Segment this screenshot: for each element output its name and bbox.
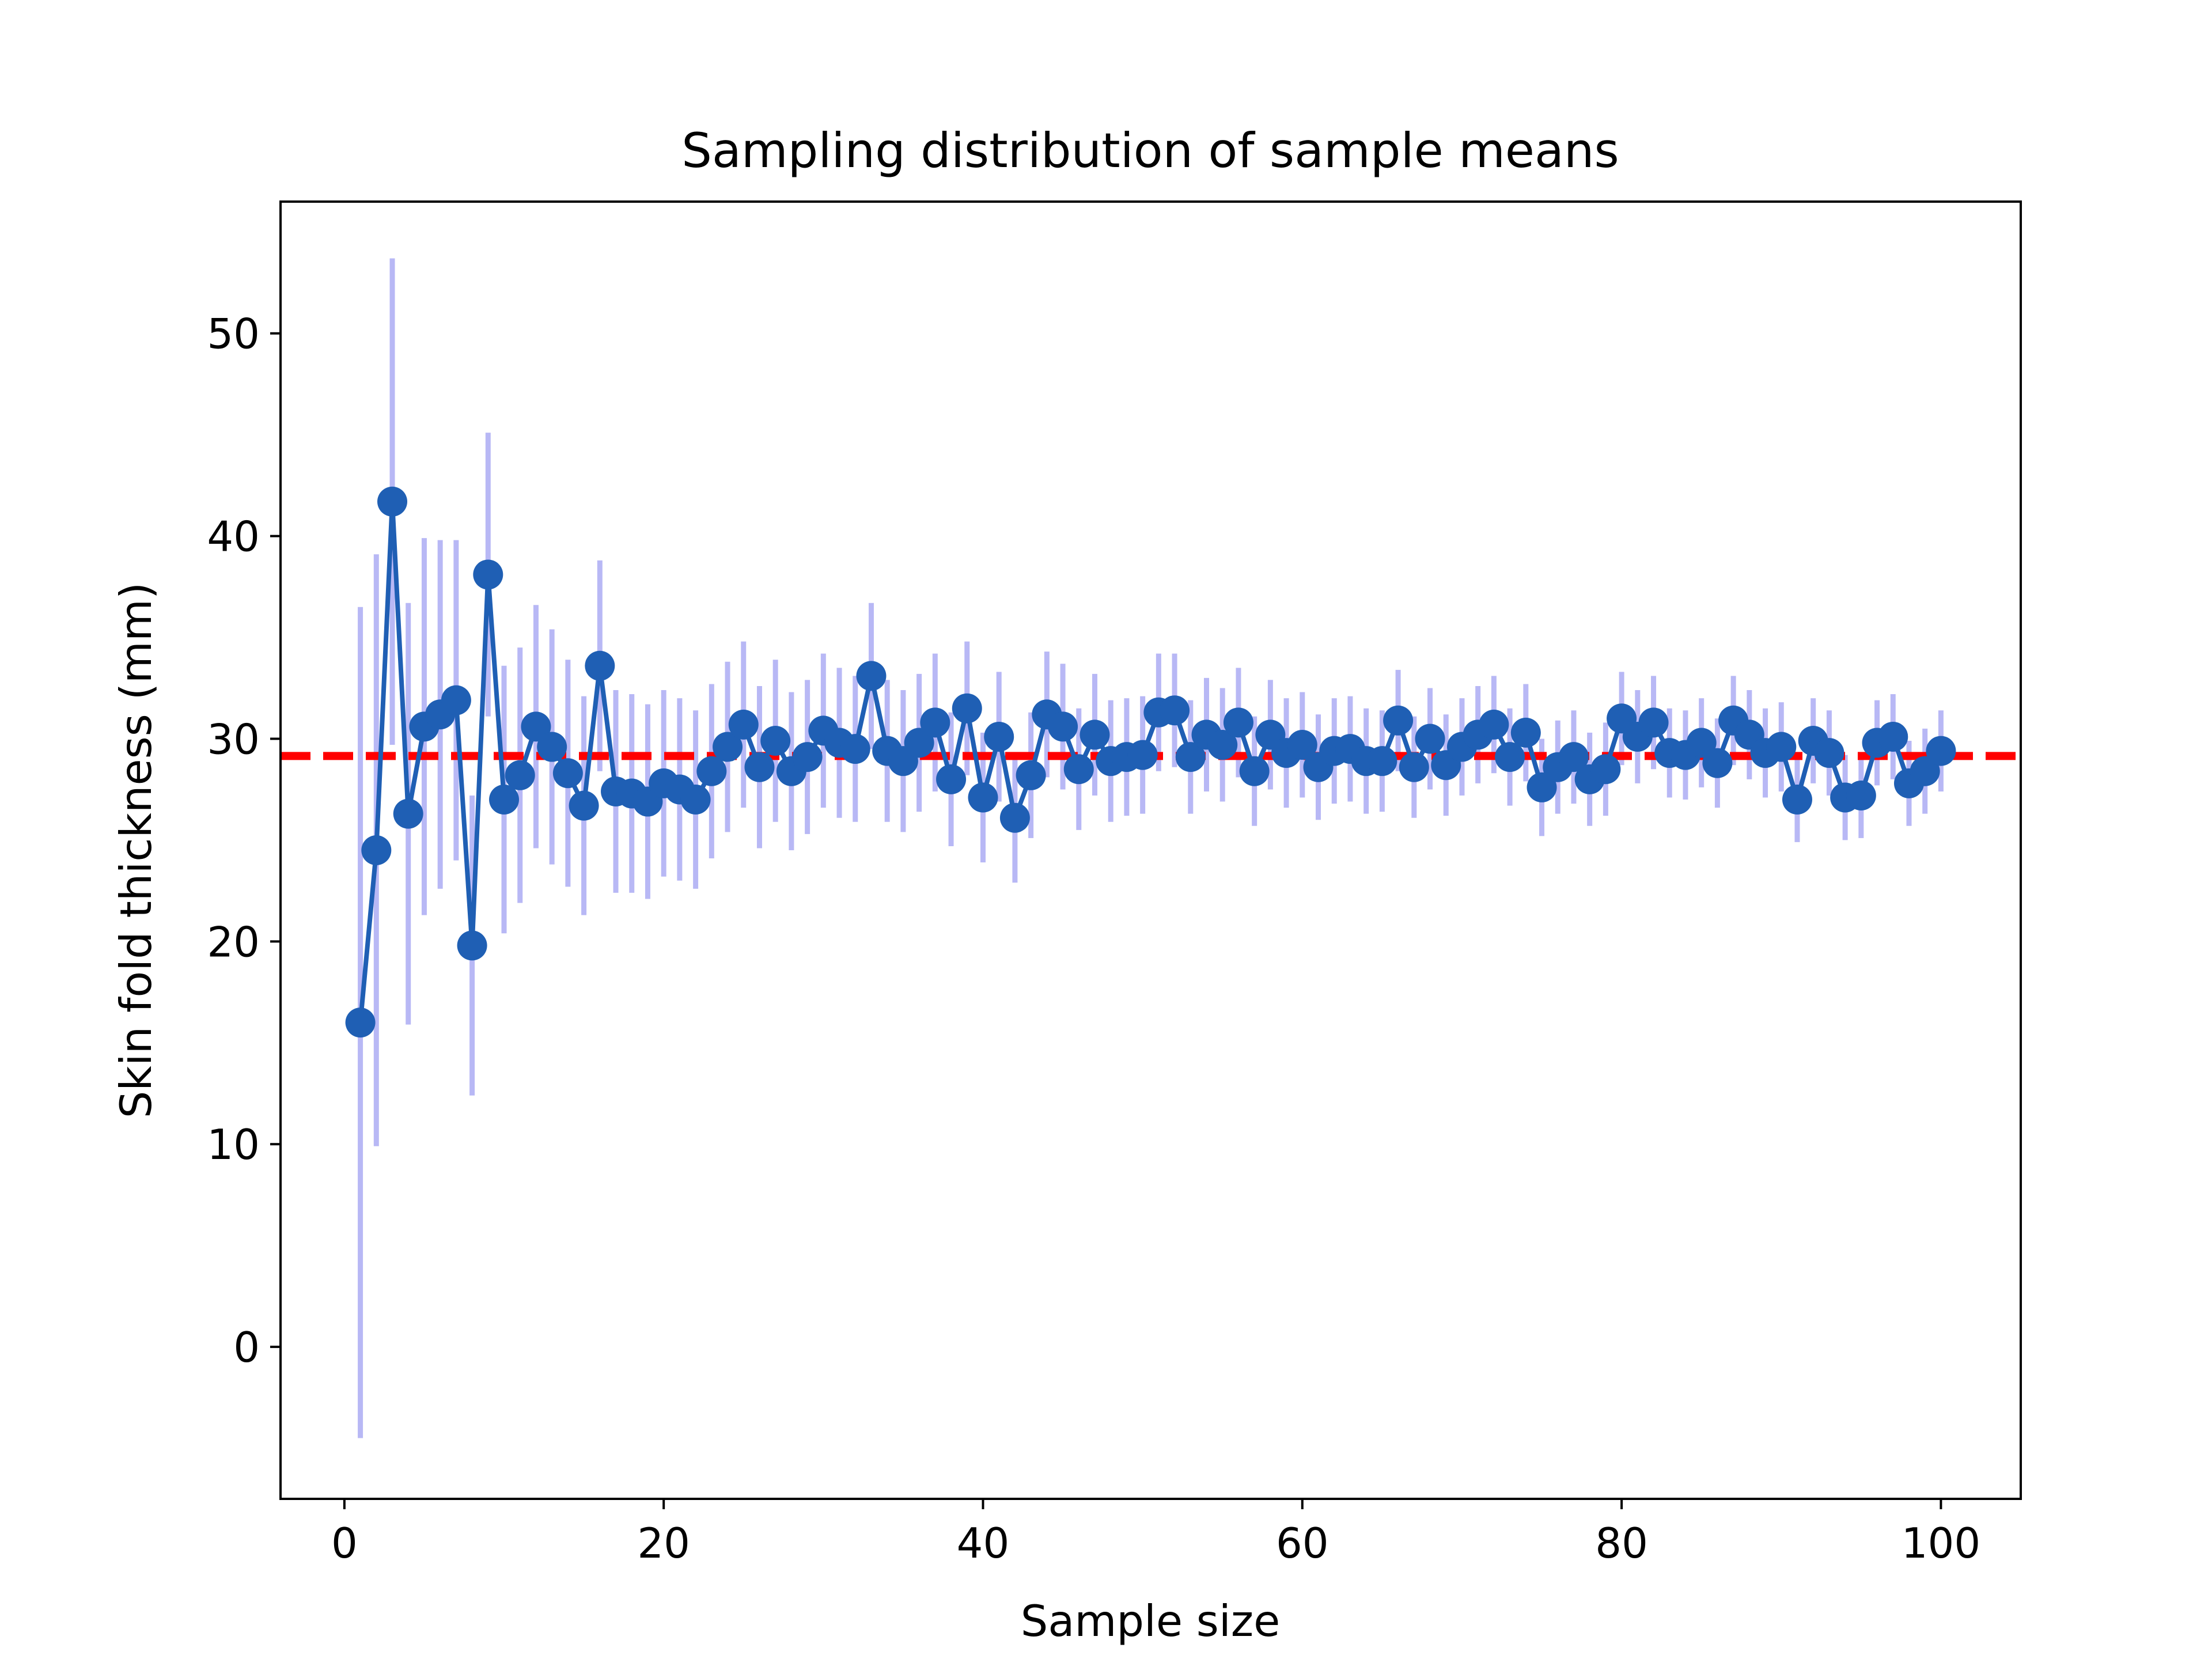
x-axis-label: Sample size xyxy=(1021,1596,1280,1646)
data-point xyxy=(952,693,982,724)
data-point xyxy=(441,685,471,715)
data-point xyxy=(505,760,535,790)
data-point xyxy=(680,785,711,815)
data-point xyxy=(1048,711,1078,742)
data-point xyxy=(1782,785,1812,815)
data-point xyxy=(1080,719,1110,750)
data-point xyxy=(1287,730,1317,760)
data-point xyxy=(1479,709,1509,740)
data-point xyxy=(1367,746,1397,777)
data-point xyxy=(1910,756,1940,786)
data-point xyxy=(345,1007,376,1038)
y-tick-label: 20 xyxy=(207,918,260,966)
data-point xyxy=(1878,721,1908,752)
data-point xyxy=(840,734,870,764)
data-point xyxy=(1127,740,1158,770)
y-tick-label: 50 xyxy=(207,310,260,358)
data-point xyxy=(1527,772,1557,802)
data-point xyxy=(760,725,791,756)
data-point xyxy=(1207,730,1238,760)
y-axis-label: Skin fold thickness (mm) xyxy=(111,582,161,1119)
data-point xyxy=(744,752,775,782)
data-point xyxy=(1175,742,1206,772)
data-point xyxy=(473,559,503,590)
data-point xyxy=(569,790,599,821)
x-tick-label: 60 xyxy=(1276,1519,1329,1567)
data-point xyxy=(1495,742,1525,772)
chart-title: Sampling distribution of sample means xyxy=(681,123,1619,179)
data-point xyxy=(920,707,950,738)
data-point xyxy=(1558,742,1589,772)
x-tick-label: 20 xyxy=(637,1519,690,1567)
data-point xyxy=(1415,724,1445,754)
data-point xyxy=(377,486,408,517)
data-point xyxy=(713,732,743,762)
data-point xyxy=(1016,760,1046,790)
data-point xyxy=(696,756,727,786)
data-point xyxy=(936,764,967,794)
data-point xyxy=(1766,732,1797,762)
data-point xyxy=(1686,728,1717,758)
data-point xyxy=(856,661,887,691)
y-tick-label: 10 xyxy=(207,1120,260,1169)
x-tick-label: 0 xyxy=(331,1519,358,1567)
plot-frame xyxy=(279,200,2022,1500)
data-point xyxy=(728,709,759,740)
data-point xyxy=(537,732,567,762)
data-point xyxy=(1638,707,1669,738)
x-axis: 0 20 40 60 80 100 xyxy=(331,1499,1980,1567)
marker-group xyxy=(345,486,1956,1038)
data-point xyxy=(904,728,934,758)
x-tick-label: 100 xyxy=(1902,1519,1980,1567)
data-point xyxy=(457,930,487,961)
data-point xyxy=(1160,695,1190,726)
x-tick-label: 40 xyxy=(957,1519,1010,1567)
y-tick-label: 30 xyxy=(207,715,260,763)
data-point xyxy=(521,711,551,742)
errorbar-group xyxy=(358,258,1944,1438)
data-point xyxy=(1399,752,1429,782)
data-point xyxy=(393,798,423,829)
data-point xyxy=(1383,705,1414,736)
data-point xyxy=(361,835,392,865)
data-point xyxy=(1702,748,1733,778)
data-point xyxy=(1239,756,1270,786)
data-point xyxy=(792,742,823,772)
y-tick-label: 0 xyxy=(233,1323,260,1372)
data-point xyxy=(489,785,520,815)
data-point xyxy=(999,802,1030,833)
data-point xyxy=(1590,754,1621,785)
data-point xyxy=(984,721,1014,752)
data-point xyxy=(1814,738,1844,768)
y-tick-label: 40 xyxy=(207,513,260,561)
y-axis: 0 10 20 30 40 50 xyxy=(207,310,281,1372)
data-point xyxy=(1063,754,1094,785)
data-point xyxy=(585,650,615,681)
data-point xyxy=(1510,717,1541,748)
data-point xyxy=(1223,707,1253,738)
data-point xyxy=(968,782,998,813)
x-tick-label: 80 xyxy=(1595,1519,1648,1567)
data-point xyxy=(552,758,583,789)
data-point xyxy=(1926,736,1956,766)
data-point xyxy=(1846,780,1876,810)
